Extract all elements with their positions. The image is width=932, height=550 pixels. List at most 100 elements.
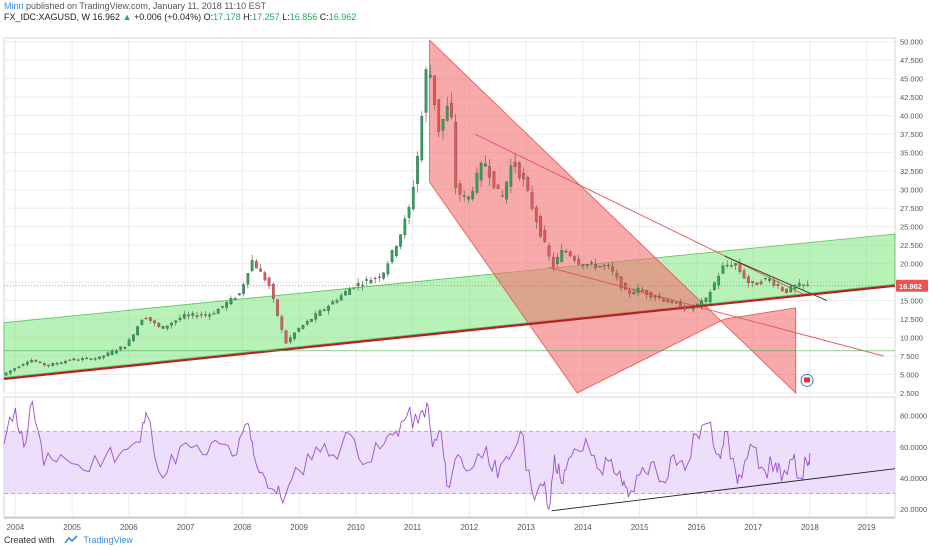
candle-body <box>479 162 483 181</box>
candle-body <box>140 319 144 326</box>
open-value: 17.178 <box>213 12 241 22</box>
candle-body <box>267 277 271 287</box>
created-with-label: Created with <box>4 535 55 545</box>
candle-body <box>9 370 12 374</box>
price-tick-label: 40.000 <box>900 112 923 121</box>
candle-body <box>123 346 127 349</box>
change-value: +0.006 (+0.04%) <box>134 12 202 22</box>
candle-body <box>216 308 220 314</box>
candle-body <box>55 363 59 365</box>
candle-body <box>335 300 339 303</box>
candle-body <box>547 245 551 257</box>
year-tick-label: 2007 <box>177 523 195 532</box>
tradingview-logo-icon <box>57 535 83 545</box>
candle-body <box>361 284 364 286</box>
candle-body <box>428 74 432 78</box>
candle-body <box>89 358 93 360</box>
candle-body <box>4 372 8 376</box>
candle-body <box>148 317 152 321</box>
high-value: 17.257 <box>252 12 280 22</box>
candle-body <box>64 360 67 364</box>
tradingview-brand[interactable]: TradingView <box>83 535 133 545</box>
candle-body <box>441 118 445 131</box>
candle-body <box>305 321 309 325</box>
candle-body <box>560 250 564 262</box>
candle-body <box>454 122 458 188</box>
candle-body <box>780 287 784 291</box>
candle-body <box>602 265 606 267</box>
candle-body <box>717 275 721 286</box>
candle-body <box>394 246 398 256</box>
year-tick-label: 2013 <box>517 523 535 532</box>
event-flag-icon-body <box>804 377 811 383</box>
candle-body <box>259 268 262 272</box>
candle-body <box>229 297 233 305</box>
candle-body <box>407 207 411 219</box>
candle-body <box>280 316 284 330</box>
candle-body <box>611 266 614 272</box>
candle-body <box>102 355 106 358</box>
candle-body <box>191 313 195 316</box>
candle-body <box>174 320 178 323</box>
candle-body <box>734 263 737 266</box>
candle-body <box>437 99 441 132</box>
candle-body <box>640 289 644 292</box>
author-link[interactable]: Minri <box>4 1 24 11</box>
candle-body <box>255 261 258 269</box>
candle-body <box>47 364 50 366</box>
candle-body <box>199 314 203 316</box>
candle-body <box>492 171 496 188</box>
high-label: H: <box>243 12 253 22</box>
candle-body <box>517 162 521 178</box>
candle-body <box>467 196 470 200</box>
candle-body <box>530 192 534 209</box>
candle-body <box>411 186 415 210</box>
candle-body <box>187 314 190 317</box>
candle-body <box>386 263 390 275</box>
candle-body <box>25 362 29 365</box>
candle-body <box>161 325 165 329</box>
year-tick-label: 2006 <box>120 523 138 532</box>
candle-body <box>424 69 428 113</box>
candle-body <box>352 287 356 289</box>
candle-body <box>657 295 661 299</box>
candle-body <box>585 264 589 266</box>
candle-body <box>619 276 623 289</box>
year-tick-label: 2005 <box>63 523 81 532</box>
candle-body <box>649 292 653 298</box>
candle-body <box>696 303 699 306</box>
candle-body <box>178 317 182 320</box>
candle-body <box>581 264 585 267</box>
price-tick-label: 30.000 <box>900 186 923 195</box>
candle-body <box>344 291 347 296</box>
candle-body <box>356 283 360 287</box>
candle-body <box>763 278 767 280</box>
price-tick-label: 5.000 <box>900 371 919 380</box>
candle-body <box>416 155 419 184</box>
candle-body <box>721 265 725 274</box>
year-tick-label: 2019 <box>858 523 876 532</box>
candle-body <box>378 276 381 278</box>
rsi-tick-label: 40.0000 <box>900 474 927 483</box>
descending-trendline <box>474 133 805 296</box>
candle-body <box>165 325 169 329</box>
candle-body <box>670 300 674 303</box>
candle-body <box>704 297 708 302</box>
close-label: C: <box>319 12 329 22</box>
price-tick-label: 12.500 <box>900 315 923 324</box>
year-tick-label: 2004 <box>6 523 24 532</box>
candle-body <box>271 284 275 299</box>
year-tick-label: 2014 <box>574 523 592 532</box>
candle-body <box>98 356 101 360</box>
candle-body <box>30 360 33 363</box>
year-tick-label: 2015 <box>631 523 649 532</box>
candle-body <box>246 273 250 285</box>
wedge-upper-line <box>724 255 828 301</box>
candle-body <box>683 306 687 310</box>
candle-body <box>365 279 368 281</box>
candle-body <box>110 350 114 355</box>
candle-body <box>747 276 750 283</box>
rsi-tick-label: 80.0000 <box>900 412 927 421</box>
candle-body <box>331 301 335 305</box>
